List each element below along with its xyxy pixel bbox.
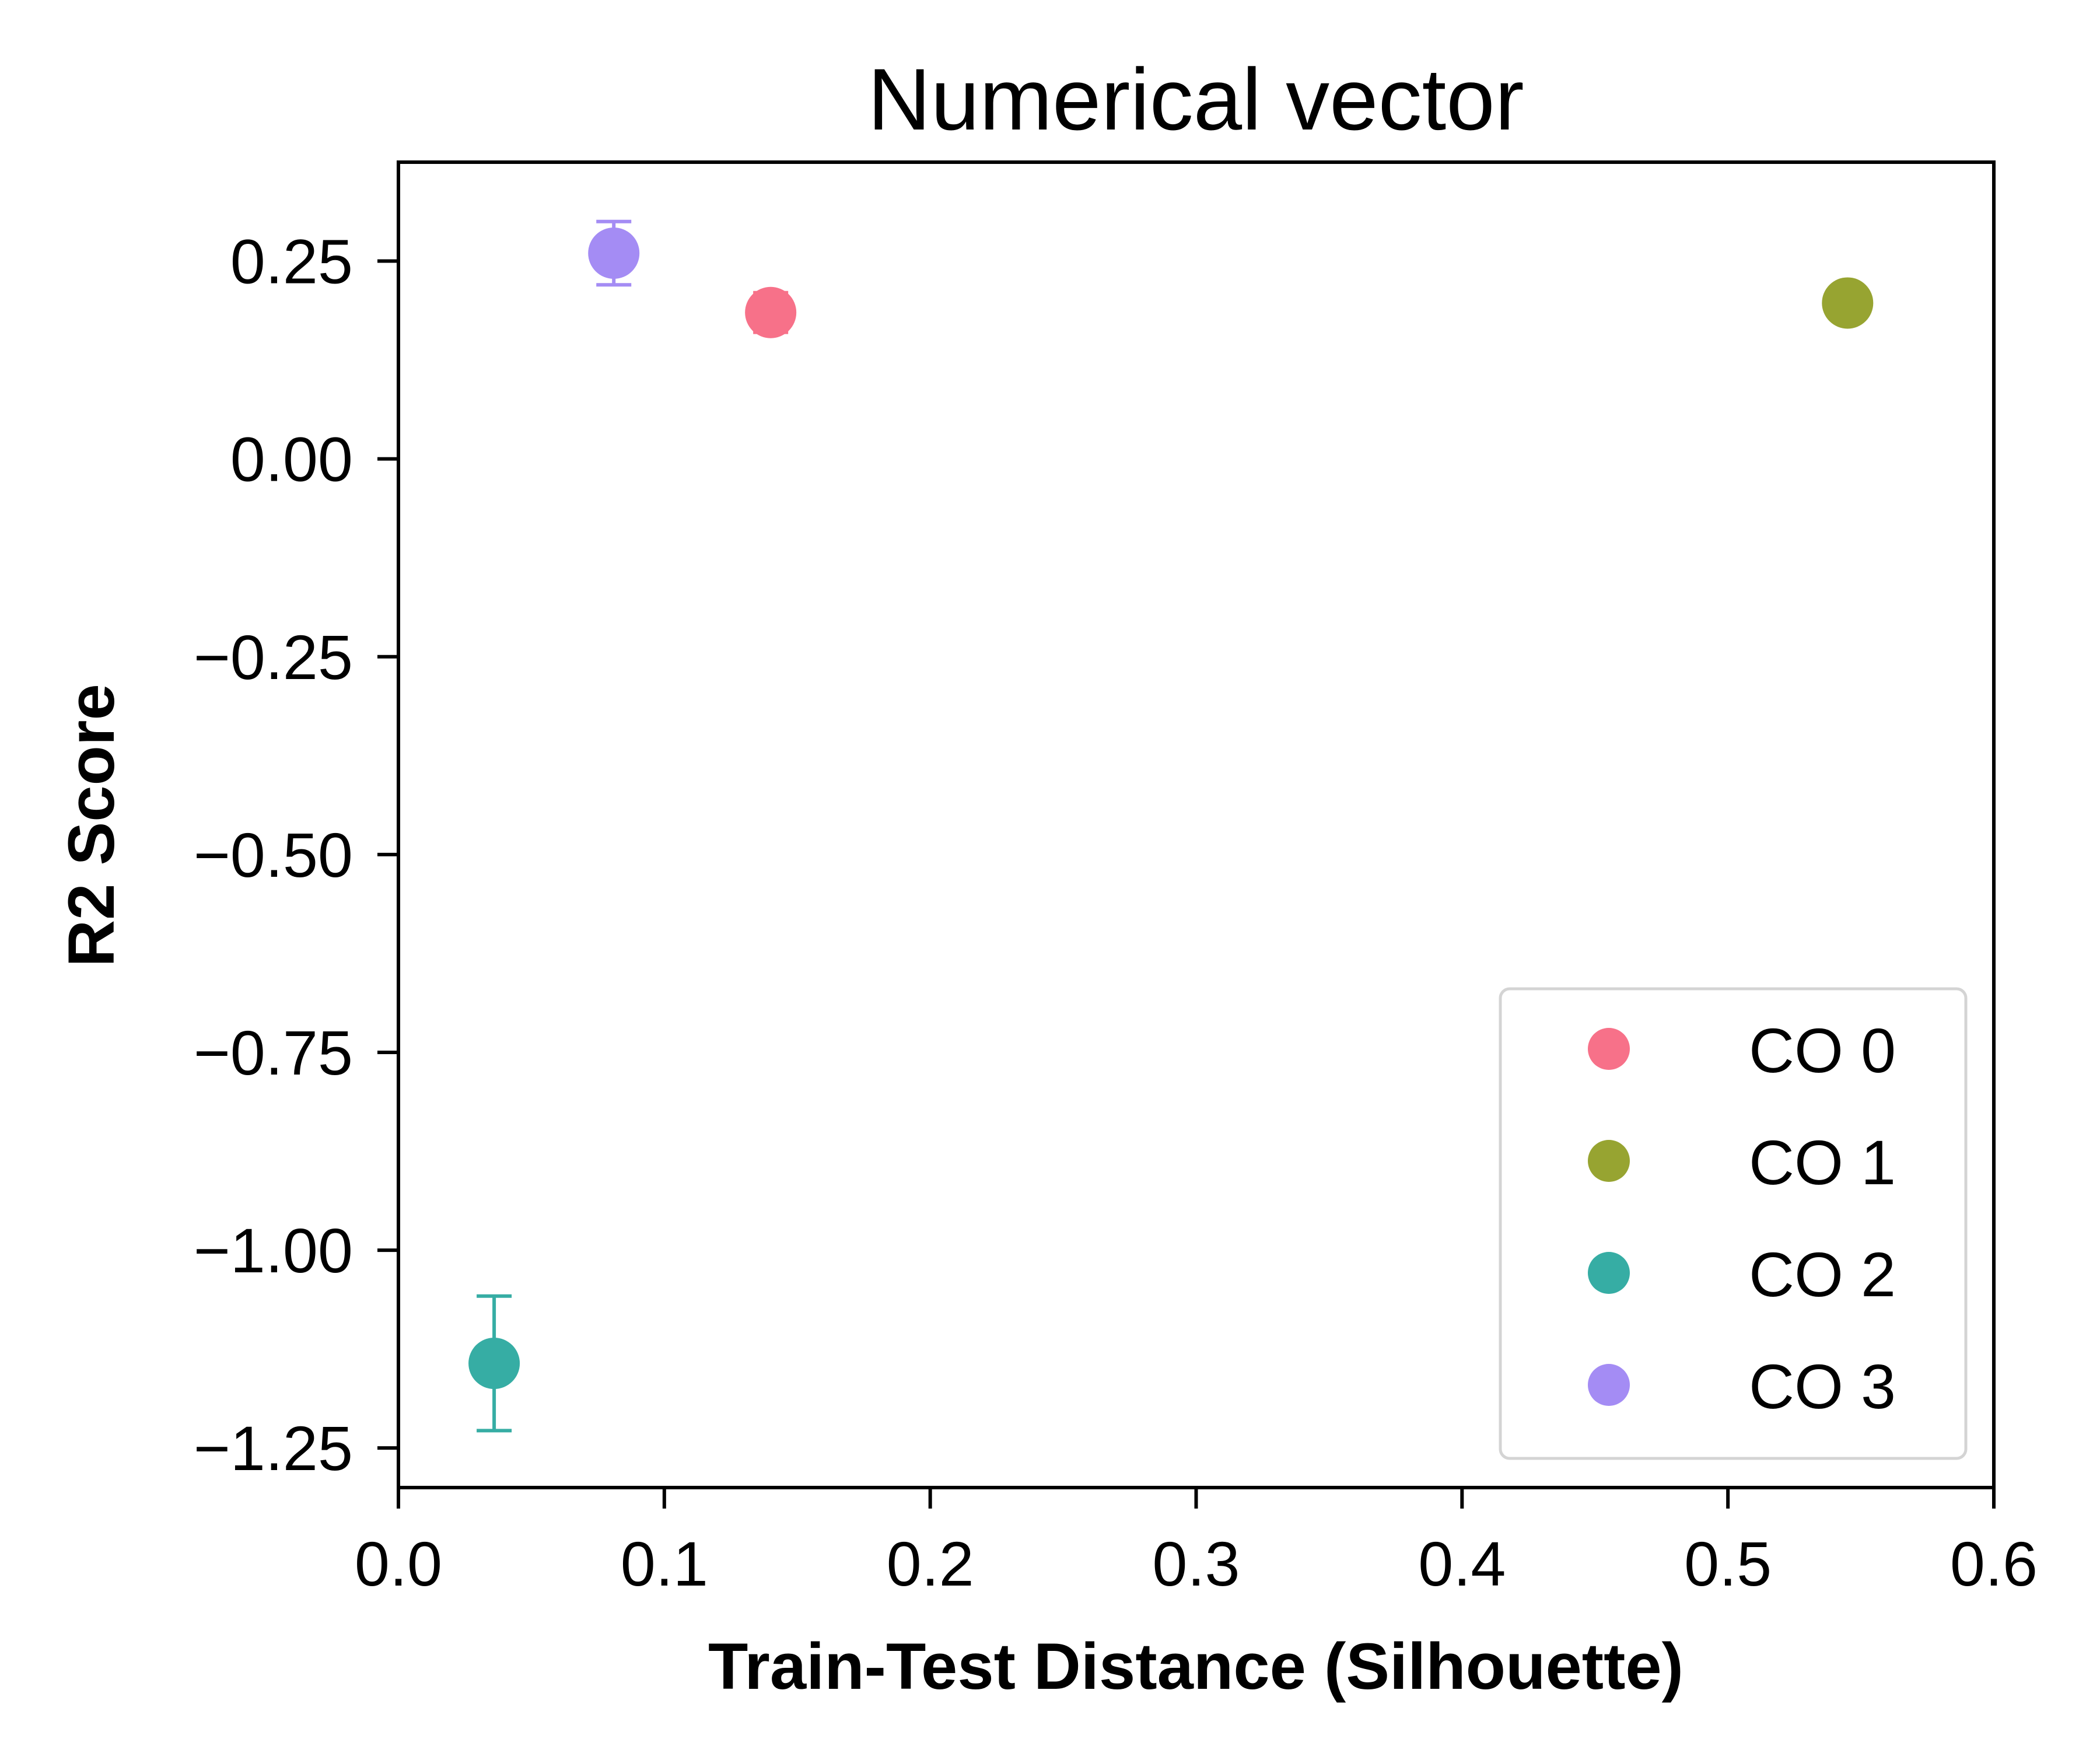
legend-marker (1588, 1252, 1630, 1294)
y-tick-label: −0.50 (194, 820, 353, 890)
legend-marker (1588, 1028, 1630, 1070)
y-tick-label: 0.00 (230, 424, 353, 495)
data-point-co-1 (1822, 277, 1874, 329)
legend-marker (1588, 1140, 1630, 1182)
legend-label: CO 2 (1749, 1239, 1896, 1310)
legend-label: CO 0 (1749, 1015, 1896, 1086)
data-point-co-3 (588, 227, 640, 279)
x-tick-label: 0.3 (1152, 1528, 1240, 1599)
chart-title: Numerical vector (867, 50, 1524, 148)
x-tick-label: 0.0 (355, 1528, 442, 1599)
legend-label: CO 1 (1749, 1127, 1896, 1198)
x-tick-label: 0.5 (1684, 1528, 1772, 1599)
plot-frame (397, 160, 1996, 1489)
y-axis-label: R2 Score (55, 684, 128, 967)
x-tick-label: 0.6 (1950, 1528, 2038, 1599)
x-axis-label: Train-Test Distance (Silhouette) (708, 1630, 1684, 1703)
x-tick-label: 0.2 (887, 1528, 974, 1599)
y-tick-label: −1.25 (194, 1413, 353, 1483)
data-point-co-0 (745, 286, 797, 338)
legend-label: CO 3 (1749, 1351, 1896, 1422)
legend-box (1499, 987, 1968, 1460)
y-tick-label: −1.00 (194, 1215, 353, 1286)
legend-marker (1588, 1364, 1630, 1406)
legend: CO 0 CO 1 CO 2 CO 3 (1499, 987, 1968, 1460)
data-point-co-2 (468, 1338, 520, 1390)
x-tick-label: 0.1 (621, 1528, 708, 1599)
x-tick-label: 0.4 (1418, 1528, 1506, 1599)
y-tick-label: −0.25 (194, 622, 353, 692)
plot-area: 0.0 0.1 0.2 0.3 0.4 0.5 0.6 0.25 0.00 −0.25 −0.50 −… (194, 219, 2038, 1599)
y-tick-label: 0.25 (230, 226, 353, 297)
y-tick-label: −0.75 (194, 1017, 353, 1088)
